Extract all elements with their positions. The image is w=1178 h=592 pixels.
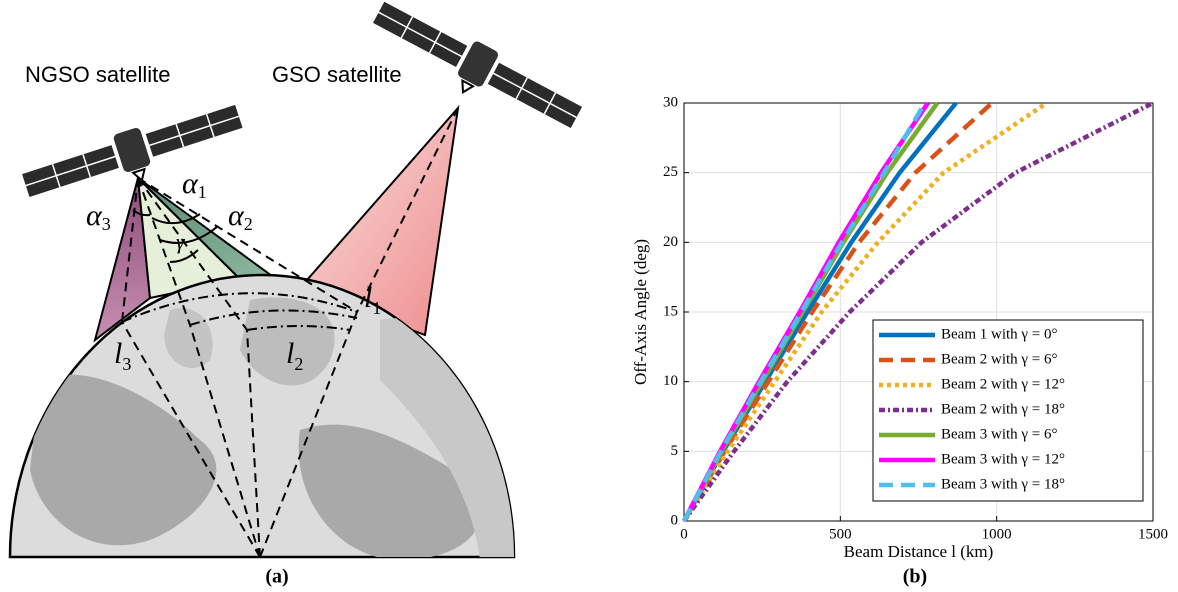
y-tick-label: 15 xyxy=(663,303,678,319)
angle-label: α3 xyxy=(86,199,111,234)
y-axis-label: Off-Axis Angle (deg) xyxy=(631,239,650,385)
angle-label: α1 xyxy=(182,167,207,202)
y-tick-label: 25 xyxy=(663,164,678,180)
x-tick-label: 0 xyxy=(680,526,688,542)
y-tick-label: 5 xyxy=(671,443,679,459)
x-tick-label: 1500 xyxy=(1138,526,1168,542)
legend-label: Beam 3 with γ = 18° xyxy=(941,476,1065,492)
axes-box xyxy=(683,102,1154,522)
legend-label: Beam 2 with γ = 12° xyxy=(941,376,1065,392)
legend-label: Beam 3 with γ = 6° xyxy=(941,426,1058,442)
gso-satellite-icon xyxy=(373,1,583,129)
y-tick-label: 0 xyxy=(671,512,679,528)
series-line xyxy=(682,101,994,523)
series-line xyxy=(682,100,1155,523)
y-tick-label: 30 xyxy=(663,94,678,110)
diagram: NGSO satellite GSO satellite α1 α2 α3 γ … xyxy=(8,1,583,559)
x-axis-label: Beam Distance l (km) xyxy=(844,542,994,561)
y-tick-label: 10 xyxy=(663,373,678,389)
y-tick-label: 20 xyxy=(663,234,678,250)
legend-label: Beam 1 with γ = 0° xyxy=(941,326,1058,342)
x-tick-label: 500 xyxy=(829,526,852,542)
panel-caption: (a) xyxy=(265,566,288,588)
angle-label: γ xyxy=(176,229,186,254)
series-line xyxy=(682,101,1048,523)
ngso-satellite-icon xyxy=(22,104,243,197)
legend-label: Beam 3 with γ = 12° xyxy=(941,451,1065,467)
distance-label: l3 xyxy=(114,337,131,374)
x-tick-label: 1000 xyxy=(982,526,1012,542)
angle-label: α2 xyxy=(228,199,253,234)
distance-label: l2 xyxy=(286,337,303,374)
legend-label: Beam 2 with γ = 6° xyxy=(941,351,1058,367)
legend-label: Beam 2 with γ = 18° xyxy=(941,401,1065,417)
chart: 0 500 1000 1500 0 5 10 15 20 25 30 Beam Distance l … xyxy=(631,94,1168,560)
continents xyxy=(30,297,514,557)
series-line xyxy=(682,101,927,523)
panel-caption: (b) xyxy=(903,566,927,588)
geometry-lines xyxy=(121,107,459,558)
satellite-label: GSO satellite xyxy=(272,62,402,87)
satellite-label: NGSO satellite xyxy=(25,62,171,87)
distance-label: l1 xyxy=(364,281,381,318)
